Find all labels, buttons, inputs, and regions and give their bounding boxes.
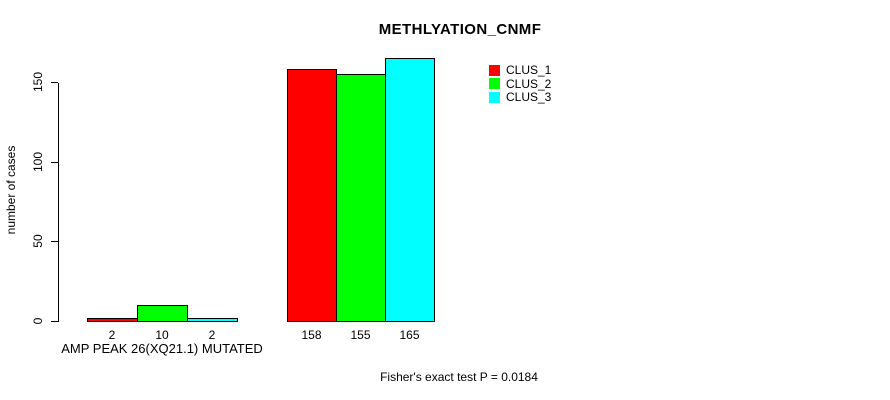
legend-item-clus_3: CLUS_3	[489, 91, 551, 103]
y-axis-tick	[51, 321, 58, 322]
legend-item-clus_2: CLUS_2	[489, 78, 551, 90]
y-axis-tick-label: 100	[31, 151, 45, 173]
legend: CLUS_1 CLUS_2 CLUS_3	[489, 64, 551, 105]
chart-title: METHLYATION_CNMF	[378, 21, 542, 38]
legend-label: CLUS_1	[506, 63, 552, 77]
bar-clus_3-group-1	[187, 318, 238, 322]
bar-value-label: 165	[399, 328, 420, 342]
legend-swatch-icon	[489, 91, 500, 103]
bar-clus_1-group-2	[287, 69, 337, 322]
fisher-test-annotation: Fisher's exact test P = 0.0184	[380, 370, 538, 384]
x-axis-label: AMP PEAK 26(XQ21.1) MUTATED	[61, 341, 263, 356]
bar-value-label: 155	[350, 328, 371, 342]
y-axis-tick-label: 50	[31, 234, 45, 248]
legend-swatch-icon	[489, 64, 500, 76]
bar-value-label: 10	[155, 328, 169, 342]
y-axis-tick	[51, 82, 58, 83]
legend-item-clus_1: CLUS_1	[489, 64, 551, 76]
legend-swatch-icon	[489, 78, 500, 89]
bar-value-label: 2	[108, 328, 116, 342]
legend-label: CLUS_2	[506, 76, 552, 91]
bar-clus_2-group-1	[137, 305, 188, 322]
bar-clus_1-group-1	[87, 318, 138, 322]
bar-value-label: 158	[301, 328, 322, 342]
y-axis-tick-label: 150	[31, 71, 45, 93]
y-axis-tick-label: 0	[31, 317, 45, 325]
y-axis-tick	[51, 162, 58, 163]
legend-label: CLUS_3	[506, 90, 552, 104]
bar-value-label: 2	[208, 328, 216, 342]
bar-clus_3-group-2	[385, 58, 435, 322]
bar-clus_2-group-2	[336, 74, 386, 322]
y-axis-label: number of cases	[4, 145, 18, 235]
y-axis-tick	[51, 241, 58, 242]
y-axis-line	[58, 83, 59, 322]
